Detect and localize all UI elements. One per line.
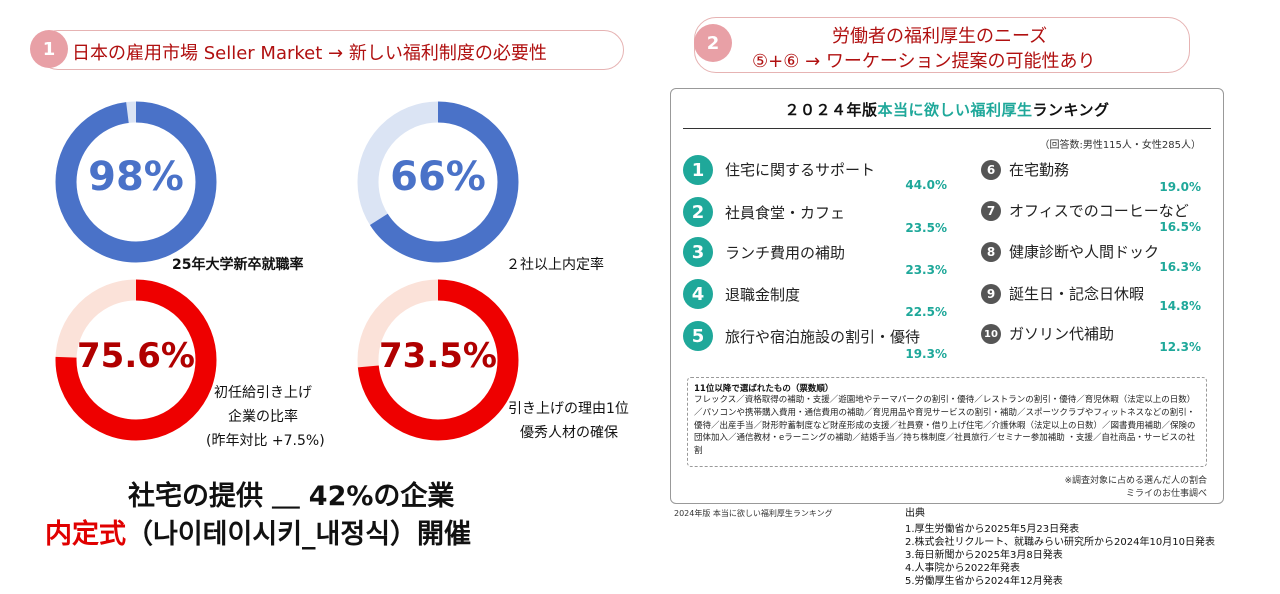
rank-7-percent: 16.5% [1159, 220, 1201, 234]
section1-header [38, 30, 624, 70]
sources-title: 出典 [905, 508, 925, 519]
rank-4-percent: 22.5% [905, 305, 947, 319]
rank-6-label: 在宅勤務 [1009, 161, 1070, 179]
rank-4-badge: 4 [683, 279, 713, 309]
donut-4-caption-line1: 引き上げの理由1位 [508, 401, 629, 417]
rank-2-label: 社員食堂・カフェ [725, 204, 846, 222]
rank-5-percent: 19.3% [905, 347, 947, 361]
respondent-count: （回答数:男性115人・女性285人） [1039, 140, 1201, 151]
donut-3-percent-label: 75.6% [77, 336, 195, 376]
company-housing-statement: 社宅の提供 ＿ 42%の企業 [128, 481, 455, 512]
rank-8-badge: 8 [981, 242, 1001, 262]
donut-3-svg [55, 279, 217, 441]
donut-2-caption: ２社以上内定率 [506, 257, 604, 273]
rank-3-percent: 23.3% [905, 263, 947, 277]
rank-8-percent: 16.3% [1159, 260, 1201, 274]
donut-4-caption-line2: 優秀人材の確保 [520, 425, 618, 441]
section2-number-badge: 2 [694, 24, 732, 62]
donut-4-value-arc [357, 279, 519, 441]
rank-5-label: 旅行や宿泊施設の割引・優待 [725, 328, 921, 346]
rank-1-badge: 1 [683, 155, 713, 185]
source-item-3: 3.毎日新聞から2025年3月8日発表 [905, 550, 1063, 561]
rank-2-percent: 23.5% [905, 221, 947, 235]
source-item-2: 2.株式会社リクルート、就職みらい研究所から2024年10月10日発表 [905, 537, 1215, 548]
other-benefits-title: 11位以降で選ばれたもの（票数順） [694, 384, 834, 394]
ranking-title-suffix: ランキング [1032, 101, 1110, 119]
ranking-title-year: ２０２４年版 [784, 101, 878, 119]
donut-3-caption-line3: (昨年対比 +7.5%) [206, 433, 325, 449]
ranking-caption: 2024年版 本当に欲しい福利厚生ランキング [674, 509, 833, 518]
rank-7-label: オフィスでのコーヒーなど [1009, 202, 1189, 220]
rank-3-badge: 3 [683, 237, 713, 267]
donut-4-percent-label: 73.5% [379, 336, 497, 376]
rank-3-label: ランチ費用の補助 [725, 244, 846, 262]
section1-number-badge: 1 [30, 30, 68, 68]
source-item-4: 4.人事院から2022年発表 [905, 563, 1020, 574]
source-item-1: 1.厚生労働省から2025年5月23日発表 [905, 524, 1080, 535]
rank-10-label: ガソリン代補助 [1009, 325, 1115, 343]
donut-3-caption-line1: 初任給引き上げ [214, 385, 312, 401]
welfare-ranking-card: ２０２４年版本当に欲しい福利厚生ランキング （回答数:男性115人・女性285人… [670, 88, 1224, 504]
section2-title-line1: 労働者の福利厚生のニーズ [832, 26, 1048, 47]
naiteishiki-rest-text: （나이테이시키_내정식）開催 [126, 519, 472, 550]
rank-10-percent: 12.3% [1159, 340, 1201, 354]
other-benefits-box: 11位以降で選ばれたもの（票数順） フレックス／資格取得の補助・支援／遊園地やテ… [687, 377, 1207, 467]
donut-chart-starting-salary-raise: 75.6% [54, 278, 218, 442]
ranking-title-divider [683, 128, 1211, 129]
ranking-title-accent: 本当に欲しい福利厚生 [877, 101, 1033, 119]
rank-6-percent: 19.0% [1159, 180, 1201, 194]
rank-2-badge: 2 [683, 197, 713, 227]
survey-source: ミライのお仕事調べ [1125, 489, 1207, 499]
section1-title: 日本の雇用市場 Seller Market → 新しい福利制度の必要性 [72, 43, 547, 64]
donut-chart-raise-reason: 73.5% [356, 278, 520, 442]
donut-1-caption: 25年大学新卒就職率 [172, 257, 304, 273]
donut-1-svg [55, 101, 217, 263]
donut-1-percent-label: 98% [88, 154, 184, 200]
rank-9-percent: 14.8% [1159, 299, 1201, 313]
rank-1-percent: 44.0% [905, 178, 947, 192]
rank-6-badge: 6 [981, 160, 1001, 180]
rank-8-label: 健康診断や人間ドック [1009, 243, 1160, 261]
donut-3-value-arc [55, 279, 217, 441]
donut-1-value-arc [55, 101, 217, 263]
ranking-title: ２０２４年版本当に欲しい福利厚生ランキング [671, 99, 1223, 120]
naiteishiki-statement: 内定式（나이테이시키_내정식）開催 [45, 512, 471, 551]
other-benefits-list: フレックス／資格取得の補助・支援／遊園地やテーマパークの割引・優待／レストランの… [694, 395, 1196, 457]
rank-10-badge: 10 [981, 324, 1001, 344]
donut-4-svg [357, 279, 519, 441]
donut-chart-new-grad-employment: 98% [54, 100, 218, 264]
rank-7-badge: 7 [981, 201, 1001, 221]
rank-1-label: 住宅に関するサポート [725, 161, 876, 179]
donut-2-percent-label: 66% [390, 154, 486, 200]
source-item-5: 5.労働厚生省から2024年12月発表 [905, 576, 1063, 587]
rank-9-label: 誕生日・記念日休暇 [1009, 285, 1145, 303]
donut-chart-multiple-offers: 66% [356, 100, 520, 264]
survey-note: ※調査対象に占める選んだ人の割合 [1064, 476, 1207, 486]
section2-title-line2: ⑤+⑥ → ワーケーション提案の可能性あり [752, 51, 1096, 72]
rank-5-badge: 5 [683, 321, 713, 351]
rank-9-badge: 9 [981, 284, 1001, 304]
donut-2-value-arc [357, 101, 519, 263]
rank-4-label: 退職金制度 [725, 286, 801, 304]
donut-2-svg [357, 101, 519, 263]
donut-3-caption-line2: 企業の比率 [228, 409, 298, 425]
section2-header [694, 17, 1190, 73]
naiteishiki-red-text: 内定式 [45, 519, 126, 550]
